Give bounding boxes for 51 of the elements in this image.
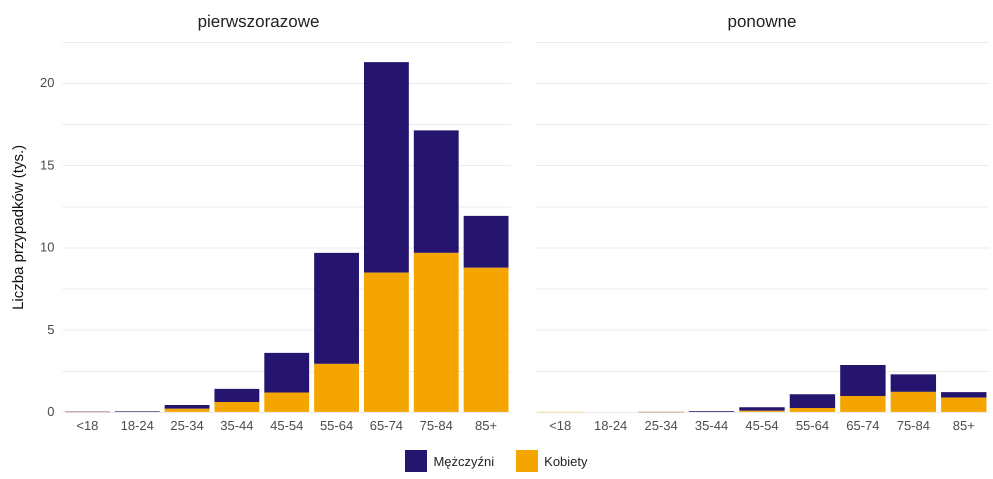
x-tick-label: 35-44 [220,418,254,433]
bar [364,62,409,273]
bar [790,394,836,408]
chart-title: ponowne [727,12,797,31]
bar [264,392,310,412]
x-tick-label: 55-64 [796,418,830,433]
bar [364,272,409,412]
bar [739,407,785,411]
bar [464,216,509,268]
x-tick-label: 75-84 [420,418,453,433]
bar [264,352,310,392]
bar [890,392,936,412]
bar [941,398,986,412]
bar [314,252,359,364]
x-tick-label: 45-54 [745,418,779,433]
legend-label: Kobiety [544,454,588,468]
x-tick-label: 25-34 [644,418,678,433]
y-axis-title: Liczba przypadków (tys.) [10,144,28,310]
bar [214,402,260,412]
bar [164,408,210,412]
x-tick-label: 35-44 [694,418,728,433]
y-tick-label: 0 [47,404,54,419]
bar [840,365,886,396]
bar [890,374,936,392]
x-tick-label: 25-34 [170,418,204,433]
bar [840,396,886,412]
y-tick-label: 20 [40,75,54,90]
x-tick-label: 65-74 [846,418,880,433]
bar [464,268,509,412]
legend-label: Mężczyźni [433,454,494,468]
x-tick-label: <18 [76,418,98,433]
x-tick-label: 85+ [475,418,498,433]
x-tick-label: 85+ [952,418,975,433]
chart-title: pierwszorazowe [198,12,320,31]
x-tick-label: 65-74 [370,418,404,433]
x-tick-label: 55-64 [320,418,354,433]
bar [941,392,986,398]
x-tick-label: 18-24 [120,418,154,433]
x-tick-label: 75-84 [896,418,930,433]
x-tick-label: 18-24 [594,418,628,433]
y-tick-label: 5 [47,322,54,337]
bar [790,408,836,412]
y-tick-label: 10 [40,240,54,255]
x-tick-label: 45-54 [270,418,304,433]
bar [314,364,359,412]
y-tick-label: 15 [40,157,54,172]
bar [164,405,210,409]
x-tick-label: <18 [549,418,572,433]
bar [214,388,260,402]
bar [414,252,459,412]
bar [414,130,459,253]
